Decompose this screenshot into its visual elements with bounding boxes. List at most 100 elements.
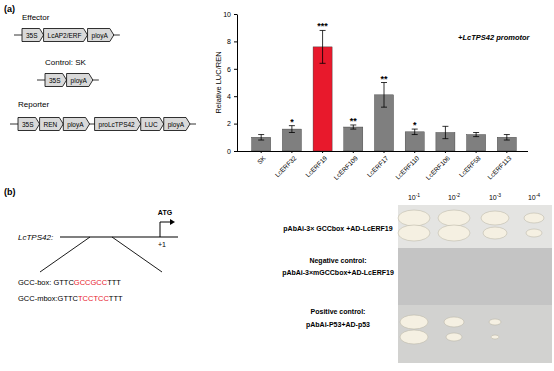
y-tick-label: 8 bbox=[227, 38, 231, 45]
tss-arrowhead bbox=[170, 219, 175, 225]
x-tick: LcERF110 bbox=[394, 151, 421, 181]
error-cap bbox=[473, 132, 479, 133]
x-axis-line bbox=[237, 151, 528, 152]
colony bbox=[400, 315, 428, 329]
construct: Reporter35SRENployAproLcTPS42LUCployA bbox=[10, 100, 196, 131]
figure: (a)Effector35SLcAP2/ERFployAControl: SK3… bbox=[0, 0, 554, 371]
tss-arrow bbox=[160, 222, 170, 237]
error-stem bbox=[476, 133, 477, 137]
dilution-exponent: -4 bbox=[536, 192, 541, 198]
error-cap bbox=[320, 63, 326, 64]
error-cap bbox=[258, 134, 264, 135]
dilution-base: 10 bbox=[448, 194, 456, 201]
colony bbox=[483, 227, 507, 239]
dilution-exponent: -3 bbox=[497, 192, 502, 198]
dilution-exponent: -2 bbox=[456, 192, 461, 198]
construct-title: Reporter bbox=[18, 100, 49, 109]
x-tick-label: LcERF113 bbox=[486, 154, 513, 181]
part-box bbox=[164, 118, 190, 131]
error-bar bbox=[473, 133, 479, 137]
construct-title: Control: SK bbox=[45, 58, 87, 67]
significance: * bbox=[413, 120, 417, 130]
x-tick-label: SK bbox=[256, 154, 268, 166]
part-box bbox=[44, 29, 88, 42]
y-tick: 4 bbox=[227, 93, 237, 100]
assay-label: pAbAi-P53+AD-p53 bbox=[306, 321, 370, 329]
colony bbox=[481, 211, 509, 225]
error-stem bbox=[291, 126, 292, 133]
motif-sequence: GCC-mbox:GTTCTCCTCCTTT bbox=[18, 294, 123, 303]
gene-label: LcTPS42: bbox=[18, 233, 53, 242]
x-tick-label: LcERF58 bbox=[458, 154, 482, 178]
significance: ** bbox=[380, 74, 388, 84]
error-bar bbox=[442, 126, 448, 138]
construct-title: Effector bbox=[22, 13, 50, 22]
plate-background bbox=[398, 205, 552, 248]
x-tick-mark bbox=[261, 151, 262, 153]
annotation: +LcTPS42 promotor bbox=[458, 33, 531, 42]
error-stem bbox=[261, 135, 262, 140]
assay-label: Positive control: bbox=[311, 308, 366, 315]
error-stem bbox=[384, 83, 385, 108]
part-box bbox=[18, 118, 40, 131]
colony bbox=[438, 210, 470, 226]
x-tick-label: LcERF109 bbox=[332, 154, 359, 181]
error-cap bbox=[412, 134, 418, 135]
construct: Effector 35S LcAP2/ERF ployA bbox=[14, 13, 120, 42]
dilution-base: 10 bbox=[489, 194, 497, 201]
dilution-base: 10 bbox=[408, 194, 416, 201]
part-box bbox=[63, 118, 89, 131]
x-tick: LcERF17 bbox=[366, 151, 390, 179]
x-tick: LcERF58 bbox=[458, 151, 482, 179]
part-box bbox=[22, 29, 44, 42]
error-bar bbox=[289, 126, 295, 133]
x-tick-label: LcERF17 bbox=[366, 154, 390, 178]
part-label: ployA bbox=[67, 121, 84, 129]
error-stem bbox=[445, 126, 446, 138]
error-bar bbox=[504, 135, 510, 140]
x-tick: LcERF19 bbox=[304, 151, 328, 179]
x-tick-label: LcERF32 bbox=[273, 154, 297, 178]
y-tick-mark bbox=[234, 41, 237, 42]
assay-label: Negative control: bbox=[309, 257, 366, 265]
part-label: LcAP2/ERF bbox=[48, 32, 82, 39]
y-tick-mark bbox=[234, 69, 237, 70]
yeast-plates bbox=[398, 205, 552, 363]
part-box bbox=[45, 74, 67, 87]
colony bbox=[524, 213, 544, 223]
x-tick-label: LcERF110 bbox=[394, 154, 421, 181]
y-tick-mark bbox=[234, 14, 237, 15]
colony bbox=[491, 335, 499, 339]
motif-segment: GCC-mbox:GTTC bbox=[18, 294, 79, 303]
x-tick: LcERF32 bbox=[273, 151, 297, 179]
plate-background bbox=[398, 305, 552, 363]
y-axis: 0246810 bbox=[223, 11, 237, 155]
error-cap bbox=[473, 136, 479, 137]
dilution-label: 10-4 bbox=[528, 192, 540, 201]
colony bbox=[398, 210, 430, 226]
x-tick-label: LcERF106 bbox=[424, 154, 451, 181]
y-tick: 2 bbox=[227, 120, 237, 127]
colony bbox=[438, 225, 470, 241]
x-tick-label: LcERF19 bbox=[304, 154, 328, 178]
plot-area bbox=[252, 30, 517, 151]
part-label: proLcTPS42 bbox=[99, 121, 136, 129]
y-tick-mark bbox=[234, 151, 237, 152]
y-tick: 10 bbox=[223, 11, 237, 18]
assay-label: pAbAi-3× GCCbox +AD-LcERF19 bbox=[283, 225, 392, 233]
motif-segment: GCC-box: GTTC bbox=[18, 278, 74, 287]
error-cap bbox=[442, 138, 448, 139]
error-cap bbox=[258, 140, 264, 141]
error-cap bbox=[350, 129, 356, 130]
x-tick-mark bbox=[322, 151, 323, 153]
motif-segment: TCCTCC bbox=[78, 294, 109, 303]
error-cap bbox=[442, 126, 448, 127]
part-label: ployA bbox=[71, 77, 88, 85]
part-label: ployA bbox=[92, 32, 109, 40]
part-label: 35S bbox=[26, 32, 38, 39]
significance: *** bbox=[317, 21, 328, 31]
y-tick-label: 4 bbox=[227, 93, 231, 100]
y-tick-label: 6 bbox=[227, 66, 231, 73]
tss-label: +1 bbox=[158, 241, 166, 248]
motif-segment: TTT bbox=[107, 278, 121, 287]
